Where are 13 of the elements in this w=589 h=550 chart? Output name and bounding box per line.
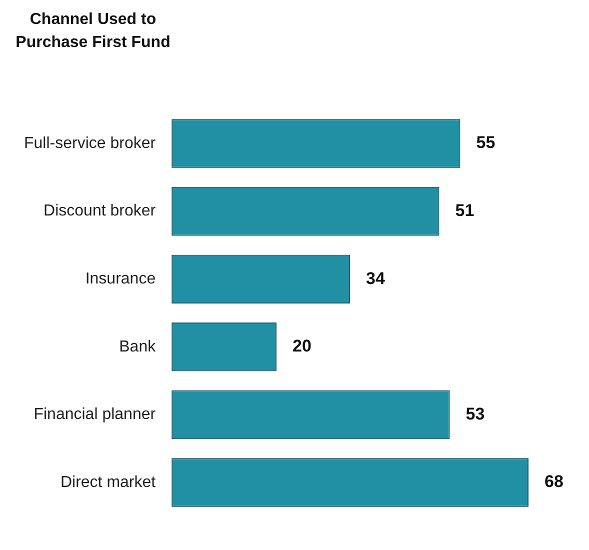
chart-title: Channel Used to Purchase First Fund — [14, 10, 172, 53]
y-tick-label: Bank — [119, 338, 157, 356]
y-tick-label: Financial planner — [34, 406, 156, 424]
data-label: 53 — [466, 404, 485, 424]
y-tick-label: Discount broker — [44, 202, 156, 220]
data-label: 55 — [476, 133, 496, 152]
data-label: 51 — [455, 200, 474, 220]
data-label: 34 — [366, 268, 386, 288]
data-label: 68 — [544, 472, 564, 492]
y-tick-label: Direct market — [60, 474, 156, 491]
y-tick-label: Full-service broker — [24, 134, 156, 152]
y-tick-label: Insurance — [85, 270, 156, 288]
data-label: 20 — [292, 336, 312, 356]
